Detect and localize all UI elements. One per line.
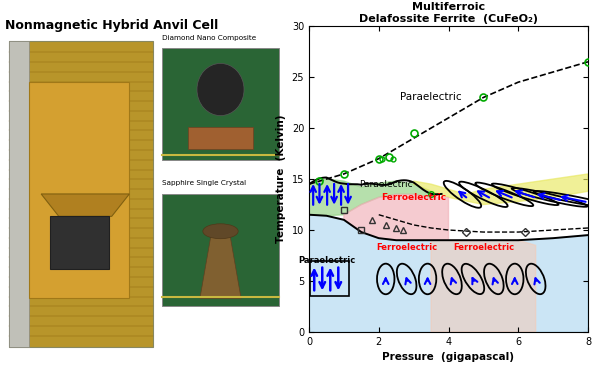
Title: Multiferroic
Delafossite Ferrite  (CuFeO₂): Multiferroic Delafossite Ferrite (CuFeO₂… [359, 2, 538, 24]
Bar [188, 127, 253, 149]
Polygon shape [309, 179, 431, 216]
Bar [162, 194, 280, 306]
Text: Ferroelectric: Ferroelectric [381, 193, 446, 202]
Text: Paraelectric: Paraelectric [400, 93, 462, 103]
Polygon shape [413, 174, 588, 204]
Bar [310, 261, 349, 296]
Bar [50, 216, 109, 269]
Text: Paraelectric: Paraelectric [359, 180, 413, 189]
Polygon shape [309, 215, 588, 332]
Y-axis label: Temperature  (Kelvin): Temperature (Kelvin) [276, 115, 286, 243]
Text: Sapphire Single Crystal: Sapphire Single Crystal [162, 181, 246, 186]
Text: Ferroelectric: Ferroelectric [453, 243, 514, 252]
Text: Ferroelectric: Ferroelectric [376, 243, 437, 252]
Bar [9, 41, 29, 347]
Ellipse shape [197, 63, 244, 116]
Text: Nonmagnetic Hybrid Anvil Cell: Nonmagnetic Hybrid Anvil Cell [5, 19, 218, 32]
Bar [162, 48, 280, 160]
Text: Paraelectric: Paraelectric [298, 256, 355, 265]
Polygon shape [431, 240, 536, 332]
X-axis label: Pressure  (gigapascal): Pressure (gigapascal) [383, 352, 515, 363]
Polygon shape [41, 194, 130, 216]
Bar [9, 41, 153, 347]
Polygon shape [344, 194, 449, 240]
Text: Diamond Nano Composite: Diamond Nano Composite [162, 35, 256, 41]
Bar [29, 82, 130, 298]
Ellipse shape [203, 224, 238, 239]
Polygon shape [200, 231, 241, 298]
